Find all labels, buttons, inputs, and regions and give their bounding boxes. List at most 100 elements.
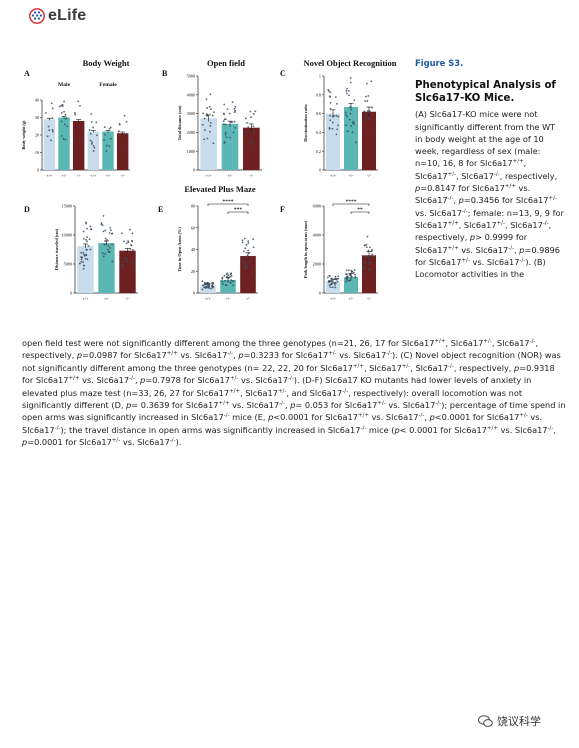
bar bbox=[72, 121, 85, 170]
y-tick-label: 3000 bbox=[187, 111, 195, 116]
data-point bbox=[111, 243, 113, 246]
data-point bbox=[354, 141, 357, 144]
data-point bbox=[107, 245, 110, 247]
data-point bbox=[347, 269, 350, 272]
data-point bbox=[121, 232, 123, 235]
data-point bbox=[101, 224, 104, 227]
data-point bbox=[226, 108, 229, 111]
data-point bbox=[365, 246, 368, 249]
data-point bbox=[108, 251, 111, 253]
bar bbox=[361, 111, 377, 170]
data-point bbox=[119, 134, 122, 137]
data-point bbox=[50, 139, 52, 142]
data-point bbox=[78, 262, 81, 265]
data-point bbox=[106, 238, 108, 241]
data-point bbox=[103, 126, 106, 129]
data-point bbox=[104, 237, 107, 240]
panel-a: A Body Weight 0 10 20 30 40 Body weight (g) Male… bbox=[21, 58, 130, 178]
x-tick-label: +/- bbox=[349, 296, 355, 301]
data-point bbox=[369, 268, 372, 271]
data-point bbox=[329, 286, 332, 289]
panel-letter: E bbox=[158, 205, 163, 214]
data-point bbox=[243, 261, 246, 264]
data-point bbox=[73, 131, 76, 134]
data-point bbox=[221, 283, 224, 285]
data-point bbox=[101, 252, 104, 255]
data-point bbox=[131, 240, 134, 243]
elife-logo-icon bbox=[29, 8, 45, 24]
data-point bbox=[373, 131, 376, 134]
data-point bbox=[371, 106, 373, 109]
data-point bbox=[248, 252, 250, 254]
data-point bbox=[110, 232, 113, 235]
data-point bbox=[89, 225, 92, 228]
data-point bbox=[208, 105, 211, 108]
data-point bbox=[203, 129, 206, 131]
data-point bbox=[82, 261, 84, 263]
data-point bbox=[348, 279, 351, 282]
data-point bbox=[363, 255, 366, 258]
data-point bbox=[232, 284, 235, 287]
data-point bbox=[370, 257, 373, 260]
data-point bbox=[372, 255, 375, 258]
data-point bbox=[90, 143, 93, 145]
data-point bbox=[209, 287, 212, 290]
data-point bbox=[346, 115, 349, 118]
data-point bbox=[249, 260, 251, 263]
data-point bbox=[364, 95, 367, 98]
data-point bbox=[212, 281, 215, 284]
y-tick-label: 2000 bbox=[187, 130, 195, 135]
x-tick-label: +/- bbox=[62, 173, 68, 178]
data-point bbox=[248, 138, 251, 140]
data-point bbox=[349, 105, 352, 108]
data-point bbox=[104, 252, 106, 255]
data-point bbox=[86, 248, 88, 251]
panel-title: Body Weight bbox=[83, 58, 130, 68]
data-point bbox=[330, 280, 333, 283]
data-point bbox=[245, 131, 248, 134]
data-point bbox=[73, 138, 76, 140]
data-point bbox=[251, 272, 253, 275]
data-point bbox=[353, 99, 356, 102]
y-axis-label: Distance traveled (cm) bbox=[54, 228, 59, 270]
data-point bbox=[364, 100, 366, 102]
y-tick-label: 0.2 bbox=[316, 149, 321, 154]
significance-label: ** bbox=[357, 207, 363, 213]
data-point bbox=[60, 112, 63, 114]
data-point bbox=[96, 134, 98, 137]
data-point bbox=[100, 223, 103, 226]
data-point bbox=[328, 95, 331, 98]
data-point bbox=[51, 129, 54, 131]
data-point bbox=[206, 114, 209, 117]
significance-label: **** bbox=[223, 199, 234, 205]
y-tick-label: 0 bbox=[319, 291, 321, 296]
data-point bbox=[91, 141, 93, 144]
panel-letter: F bbox=[280, 205, 285, 214]
elife-logo[interactable]: eLife bbox=[29, 7, 86, 25]
y-tick-label: 10 bbox=[35, 150, 39, 155]
data-point bbox=[108, 232, 111, 234]
data-point bbox=[205, 283, 207, 285]
panel-letter: D bbox=[24, 205, 30, 214]
data-point bbox=[371, 253, 373, 256]
data-point bbox=[234, 105, 237, 108]
data-point bbox=[65, 117, 68, 120]
data-point bbox=[201, 280, 204, 283]
data-point bbox=[329, 101, 332, 104]
data-point bbox=[123, 114, 126, 117]
y-tick-label: 80 bbox=[191, 204, 195, 209]
data-point bbox=[347, 89, 350, 92]
data-point bbox=[108, 145, 111, 148]
x-tick-label: +/+ bbox=[90, 173, 97, 178]
data-point bbox=[88, 129, 91, 131]
data-point bbox=[80, 260, 83, 263]
data-point bbox=[62, 137, 65, 140]
data-point bbox=[328, 127, 331, 130]
data-point bbox=[104, 229, 107, 232]
caption-sidebar: Figure S3. Phenotypical Analysis of Slc6… bbox=[415, 57, 565, 280]
data-point bbox=[111, 260, 114, 263]
panel-letter: B bbox=[162, 69, 168, 78]
y-tick-label: 1000 bbox=[187, 149, 195, 154]
x-tick-label: +/+ bbox=[330, 173, 337, 178]
data-point bbox=[211, 114, 214, 117]
